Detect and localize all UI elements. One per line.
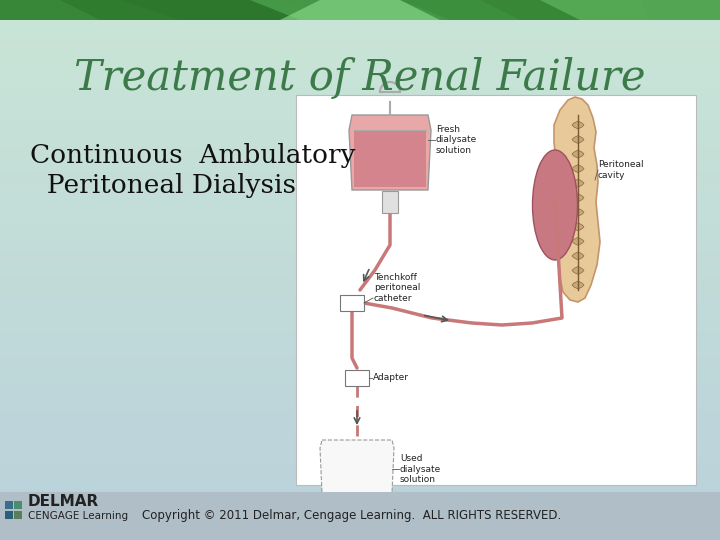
Polygon shape <box>554 97 600 302</box>
Text: Continuous  Ambulatory: Continuous Ambulatory <box>30 143 356 167</box>
FancyBboxPatch shape <box>14 511 22 519</box>
Polygon shape <box>572 179 584 187</box>
FancyBboxPatch shape <box>382 191 398 213</box>
Polygon shape <box>60 0 350 20</box>
Text: Adapter: Adapter <box>373 374 409 382</box>
Text: Peritoneal
cavity: Peritoneal cavity <box>598 160 644 180</box>
Polygon shape <box>572 238 584 245</box>
Polygon shape <box>572 281 584 289</box>
Polygon shape <box>572 136 584 144</box>
FancyBboxPatch shape <box>0 0 720 20</box>
Polygon shape <box>250 0 520 20</box>
Polygon shape <box>572 266 584 274</box>
FancyBboxPatch shape <box>5 501 13 509</box>
Text: Peritoneal Dialysis: Peritoneal Dialysis <box>30 172 296 198</box>
Text: Treatment of Renal Failure: Treatment of Renal Failure <box>74 57 646 99</box>
Text: CENGAGE Learning: CENGAGE Learning <box>28 511 128 521</box>
FancyBboxPatch shape <box>340 295 364 311</box>
Text: DELMAR: DELMAR <box>28 495 99 510</box>
Text: Copyright © 2011 Delmar, Cengage Learning.  ALL RIGHTS RESERVED.: Copyright © 2011 Delmar, Cengage Learnin… <box>142 510 562 523</box>
FancyBboxPatch shape <box>345 370 369 386</box>
Ellipse shape <box>533 150 577 260</box>
FancyBboxPatch shape <box>5 511 13 519</box>
FancyBboxPatch shape <box>296 95 696 485</box>
Polygon shape <box>540 0 720 20</box>
Polygon shape <box>572 252 584 260</box>
Polygon shape <box>354 130 426 187</box>
Polygon shape <box>572 150 584 158</box>
FancyBboxPatch shape <box>14 501 22 509</box>
Polygon shape <box>280 0 440 20</box>
Polygon shape <box>572 223 584 231</box>
Polygon shape <box>572 208 584 217</box>
Text: Fresh
dialysate
solution: Fresh dialysate solution <box>436 125 477 155</box>
Polygon shape <box>572 194 584 202</box>
Polygon shape <box>349 115 431 190</box>
Polygon shape <box>572 121 584 129</box>
Text: Used
dialysate
solution: Used dialysate solution <box>400 454 441 484</box>
Polygon shape <box>0 0 180 20</box>
Polygon shape <box>320 440 394 493</box>
Polygon shape <box>400 0 650 20</box>
Text: Tenchkoff
peritoneal
catheter: Tenchkoff peritoneal catheter <box>374 273 420 303</box>
FancyBboxPatch shape <box>0 492 720 540</box>
Polygon shape <box>572 165 584 173</box>
